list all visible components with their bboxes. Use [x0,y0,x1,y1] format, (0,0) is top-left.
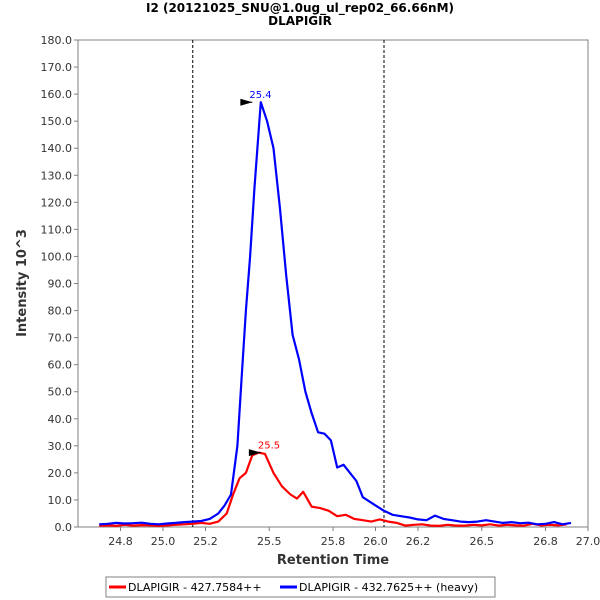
x-tick-label: 26.0 [363,535,388,548]
y-tick-label: 160.0 [41,88,73,101]
y-tick-label: 120.0 [41,196,73,209]
peak-annotations: 25.4 25.5 [240,90,280,457]
y-tick-label: 70.0 [48,332,73,345]
retention-window-lines [192,40,385,527]
x-tick-label: 24.8 [108,535,133,548]
y-axis-label: Intensity 10^3 [15,229,30,337]
legend-label-light: DLAPIGIR - 427.7584++ [128,581,262,594]
y-tick-label: 60.0 [48,359,73,372]
y-tick-label: 10.0 [48,494,73,507]
y-tick-label: 140.0 [41,142,73,155]
peak-label: 25.4 [249,90,271,101]
x-tick-label: 26.2 [406,535,431,548]
x-axis-ticks: 24.8 25.0 25.2 25.5 25.8 26.0 26.2 26.5 26.8 27.0 [108,527,600,548]
y-tick-label: 150.0 [41,115,73,128]
x-tick-label: 26.8 [533,535,558,548]
series-line-heavy [99,101,572,526]
series-lines [99,101,572,528]
y-tick-label: 100.0 [41,250,73,263]
chart-subtitle: DLAPIGIR [268,14,332,28]
x-tick-label: 25.8 [321,535,346,548]
y-tick-label: 80.0 [48,305,73,318]
series-line-light [99,451,567,528]
legend-label-heavy: DLAPIGIR - 432.7625++ (heavy) [299,581,478,594]
y-tick-label: 0.0 [55,521,73,534]
x-tick-label: 25.0 [151,535,176,548]
y-tick-label: 50.0 [48,386,73,399]
y-tick-label: 30.0 [48,440,73,453]
y-tick-label: 20.0 [48,467,73,480]
x-axis-label: Retention Time [277,553,389,568]
x-tick-label: 27.0 [576,535,600,548]
legend: DLAPIGIR - 427.7584++ DLAPIGIR - 432.762… [105,576,496,598]
x-tick-label: 25.2 [193,535,218,548]
y-tick-label: 110.0 [41,223,73,236]
x-tick-label: 25.5 [257,535,282,548]
y-tick-label: 180.0 [41,34,73,47]
chart-title: I2 (20121025_SNU@1.0ug_ul_rep02_66.66nM) [146,1,454,16]
legend-box [105,576,496,598]
y-tick-label: 130.0 [41,169,73,182]
y-axis-ticks: 0.0 10.0 20.0 30.0 40.0 50.0 60.0 70.0 80.0 90.0 1… [41,34,78,534]
y-tick-label: 90.0 [48,278,73,291]
peak-label: 25.5 [258,441,280,452]
y-tick-label: 40.0 [48,413,73,426]
x-tick-label: 26.5 [470,535,495,548]
y-tick-label: 170.0 [41,61,73,74]
